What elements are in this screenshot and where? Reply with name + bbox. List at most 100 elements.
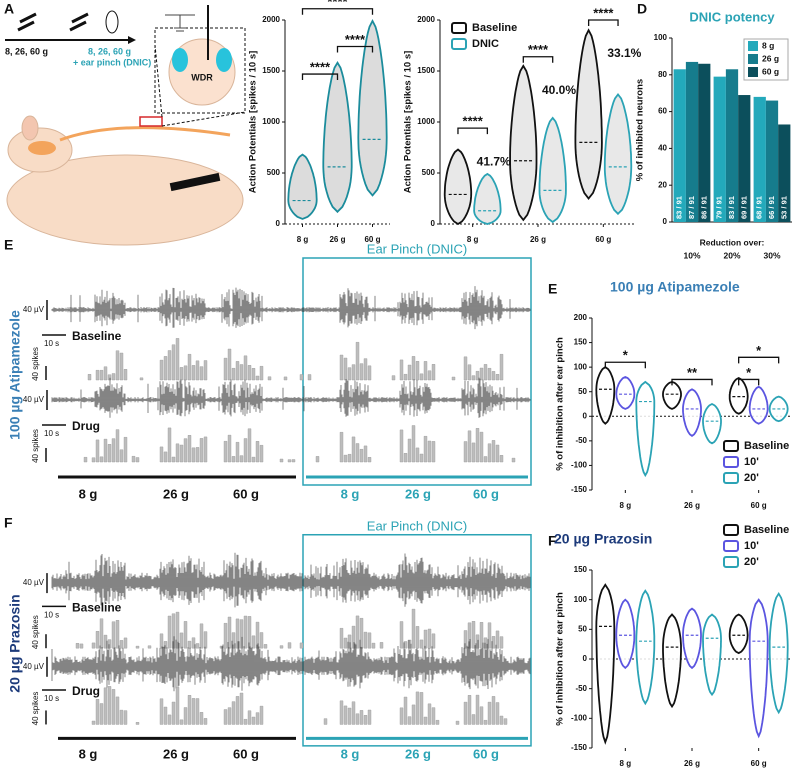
- significance-label: *: [623, 348, 629, 363]
- legend-swatch: [748, 41, 758, 51]
- value-label: 86 / 91: [699, 196, 708, 219]
- stimulus-label: 26 g: [405, 486, 431, 501]
- violin: [473, 172, 502, 225]
- ground: [165, 14, 195, 32]
- legend-swatch: [451, 22, 467, 34]
- time-scale-label: 10 s: [44, 339, 59, 348]
- value-label: 79 / 91: [715, 196, 724, 219]
- stimulus-label: 60 g: [233, 747, 259, 762]
- condition-label: Baseline: [72, 329, 122, 343]
- recording-site: [139, 116, 163, 127]
- legend-swatch: [723, 524, 739, 536]
- legend-swatch: [748, 54, 758, 64]
- y-tick-label: 150: [574, 338, 588, 347]
- x-tick-label: 26 g: [684, 501, 700, 510]
- value-label: 83 / 91: [675, 196, 684, 219]
- dnic-box: [302, 257, 532, 486]
- y-tick-label: 0: [276, 219, 281, 228]
- bar: [778, 124, 791, 222]
- panel-label: D: [637, 1, 647, 17]
- y-tick-label: 0: [431, 219, 436, 228]
- violin: [443, 148, 473, 226]
- significance-label: **: [687, 365, 698, 380]
- x-tick-label: 20%: [723, 250, 740, 260]
- significance-bracket: [301, 8, 374, 15]
- spike-scale-label: 40 spikes: [31, 429, 40, 463]
- reduction-label: 40.0%: [542, 83, 576, 97]
- y-tick-label: -50: [575, 684, 587, 693]
- spike-histogram: [87, 338, 504, 381]
- y-tick-label: 50: [578, 387, 587, 396]
- y-tick-label: 150: [574, 565, 588, 574]
- violin: [635, 380, 656, 478]
- filament-icon: [17, 12, 37, 32]
- chart-title: 20 µg Prazosin: [554, 531, 652, 547]
- condition-label: Drug: [72, 684, 100, 698]
- x-tick-label: 30%: [763, 250, 780, 260]
- significance-bracket: [604, 361, 646, 369]
- value-label: 69 / 91: [739, 196, 748, 219]
- violin: [728, 376, 749, 415]
- y-tick-label: 2000: [262, 15, 280, 24]
- panel-label: E: [4, 237, 13, 253]
- time-scale-label: 10 s: [44, 694, 59, 703]
- ear-icon: [105, 10, 119, 34]
- y-tick-label: 0: [583, 411, 588, 420]
- x-tick-label: 8 g: [297, 235, 309, 244]
- legend-label: Baseline: [472, 22, 517, 34]
- y-axis-label: Action Potentials [spikes / 10 s]: [403, 51, 414, 194]
- x-tick-label: 8 g: [467, 235, 479, 244]
- legend-swatch: [723, 456, 739, 468]
- y-tick-label: 200: [574, 313, 588, 322]
- value-label: 68 / 91: [755, 196, 764, 219]
- legend-label: 8 g: [762, 40, 774, 50]
- significance-bracket: [738, 378, 760, 386]
- x-tick-label: 26 g: [530, 235, 546, 244]
- bar: [673, 69, 686, 222]
- voltage-scale-label: 40 µV: [23, 395, 45, 404]
- significance-bracket: [587, 19, 619, 26]
- stimulus-label: 8 g: [79, 486, 98, 501]
- rat-ear: [21, 115, 39, 141]
- stimulus-label: 8, 26, 60 g: [88, 46, 131, 56]
- drug-label: 100 µg Atipamezole: [7, 310, 23, 440]
- significance-label: ****: [327, 0, 348, 9]
- x-axis-label: Reduction over:: [700, 237, 765, 247]
- y-tick-label: 80: [658, 70, 667, 79]
- violin: [662, 613, 682, 709]
- y-tick-label: -150: [571, 743, 588, 752]
- significance-label: ****: [345, 32, 366, 47]
- y-tick-label: 100: [574, 362, 588, 371]
- legend-label: 10': [744, 456, 759, 468]
- legend-label: 60 g: [762, 66, 779, 76]
- violin: [538, 116, 567, 224]
- significance-bracket: [301, 73, 339, 81]
- x-tick-label: 60 g: [595, 235, 611, 244]
- violin: [682, 388, 702, 438]
- stimulus-label: 26 g: [163, 747, 189, 762]
- neuron-label: WDR: [191, 72, 213, 82]
- violin: [748, 598, 769, 739]
- value-label: 66 / 91: [767, 196, 776, 219]
- x-tick-label: 60 g: [751, 501, 767, 510]
- y-tick-label: 500: [267, 168, 281, 177]
- voltage-scale-label: 40 µV: [23, 578, 45, 587]
- y-tick-label: -100: [571, 713, 588, 722]
- y-tick-label: 20: [658, 180, 667, 189]
- legend-swatch: [723, 540, 739, 552]
- stimulus-label: 8 g: [341, 486, 360, 501]
- legend-swatch: [723, 440, 739, 452]
- y-tick-label: 1500: [262, 66, 280, 75]
- dnic-title: Ear Pinch (DNIC): [367, 519, 467, 534]
- voltage-scale-label: 40 µV: [23, 662, 45, 671]
- stimulus-label: 8 g: [79, 747, 98, 762]
- significance-bracket: [738, 356, 780, 364]
- rat-body: [6, 154, 244, 246]
- legend-label: Baseline: [744, 440, 789, 452]
- dorsal-horn: [172, 48, 188, 72]
- violin: [682, 607, 702, 670]
- stimulus-label: 60 g: [473, 747, 499, 762]
- spike-histogram: [91, 686, 508, 725]
- violin: [574, 28, 603, 200]
- y-tick-label: 500: [422, 168, 436, 177]
